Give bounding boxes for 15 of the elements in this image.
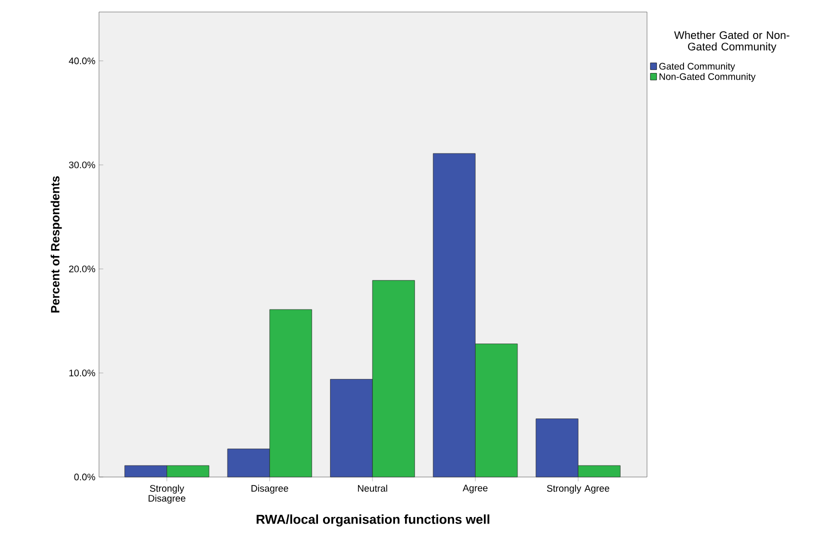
y-tick-label: 20.0% <box>69 266 96 272</box>
x-tick-label: Neutral <box>358 484 388 492</box>
x-tick-label: Strongly Agree <box>546 484 610 494</box>
y-tick-label: 40.0% <box>68 58 96 64</box>
x-tick-label: Agree <box>462 484 488 494</box>
x-tick-label: Strongly Disagree <box>148 484 186 504</box>
legend-label: Non-Gated Community <box>660 73 756 82</box>
y-axis-title: Percent of Respondents <box>50 176 62 312</box>
legend-label: Gated Community <box>659 62 736 72</box>
y-tick-label: 10.0% <box>69 370 96 376</box>
x-tick-label: Disagree <box>252 484 288 494</box>
legend-title: Whether Gated or Non-Gated Community <box>674 30 790 53</box>
y-tick-label: 0.0% <box>74 474 96 480</box>
y-tick-label: 30.0% <box>69 162 96 168</box>
x-axis-title: RWA/local organisation functions well <box>256 514 490 527</box>
